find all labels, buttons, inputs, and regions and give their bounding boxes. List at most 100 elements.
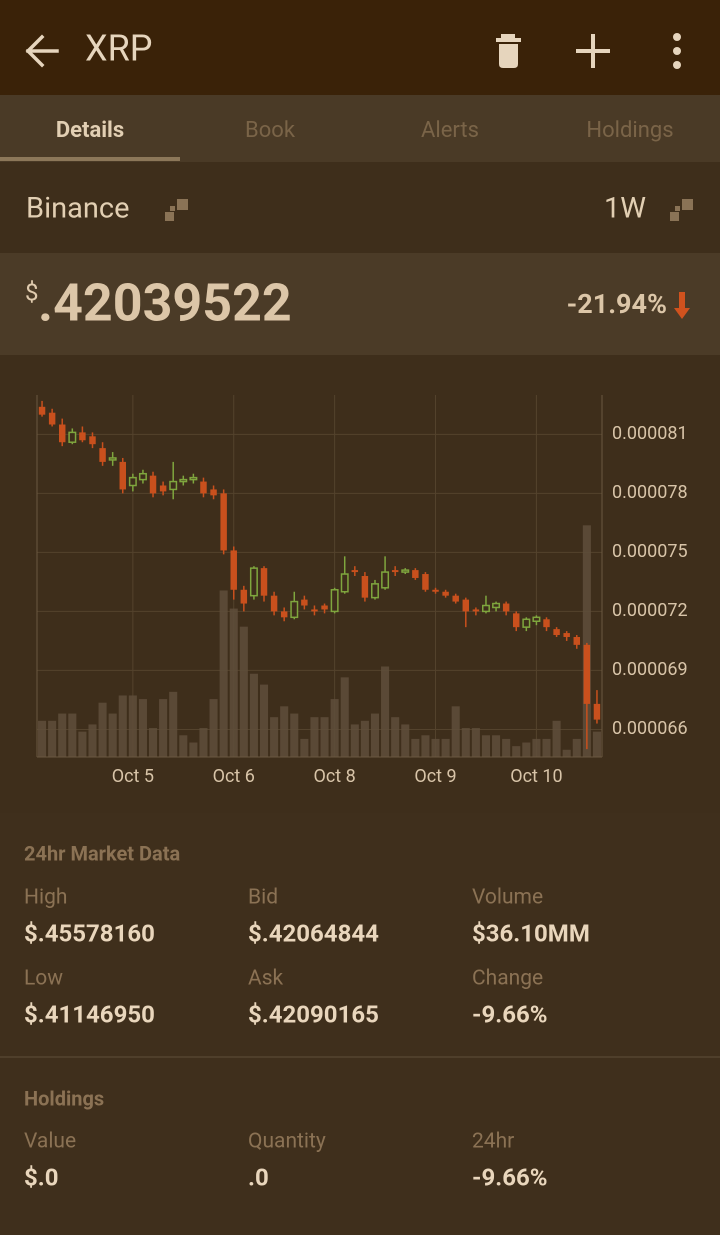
- candle-body: [270, 595, 278, 612]
- candle-body: [412, 570, 419, 578]
- volume-bar: [421, 735, 430, 757]
- volume-bar: [78, 731, 87, 757]
- candle-body: [583, 644, 591, 704]
- candle-body: [68, 431, 77, 443]
- info-panel: [0, 813, 720, 1235]
- candle-body: [280, 611, 288, 618]
- exchange-name[interactable]: Binance: [26, 192, 129, 226]
- volume-bar: [340, 677, 349, 757]
- volume-bar: [502, 738, 511, 757]
- candle-body: [593, 703, 601, 720]
- volume-bar: [411, 738, 420, 757]
- volume-bar: [512, 746, 521, 757]
- x-tick-label: Oct 6: [213, 766, 255, 787]
- candle-body: [513, 613, 520, 628]
- volume-bar: [542, 738, 551, 757]
- volume-bar: [239, 626, 248, 757]
- y-tick-label: 0.000069: [612, 659, 688, 680]
- candle-body: [240, 589, 248, 604]
- volume-bar: [310, 717, 319, 757]
- period[interactable]: 1W: [604, 192, 646, 226]
- x-tick-label: Oct 5: [112, 766, 154, 787]
- candle-body: [492, 602, 501, 609]
- stat-label: Volume: [472, 886, 543, 910]
- period-expand-icon[interactable]: [670, 199, 693, 221]
- candle-body: [108, 457, 117, 461]
- stat-value: $.0: [24, 1163, 59, 1191]
- volume-bar: [492, 735, 501, 757]
- stat-value: -9.66%: [472, 1163, 547, 1191]
- stat-label: 24hr: [472, 1130, 514, 1154]
- price-row: [0, 253, 720, 355]
- candle-body: [452, 595, 459, 602]
- volume-bar: [38, 720, 47, 757]
- exchange-row: [0, 162, 720, 253]
- volume-bar: [381, 666, 390, 757]
- candle-body: [58, 424, 66, 443]
- tab[interactable]: Details: [56, 118, 124, 143]
- y-tick-label: 0.000072: [612, 600, 688, 621]
- section-title: Holdings: [24, 1086, 104, 1110]
- y-tick-label: 0.000066: [612, 718, 688, 739]
- volume-bar: [451, 706, 460, 757]
- volume-bar: [562, 749, 571, 757]
- price: .42039522: [38, 273, 292, 334]
- stat-value: $.41146950: [24, 1000, 155, 1028]
- app-bar: [0, 0, 720, 95]
- volume-bar: [582, 525, 591, 757]
- volume-bar: [68, 713, 77, 757]
- volume-bar: [128, 695, 137, 757]
- candle-body: [119, 461, 126, 490]
- volume-bar: [88, 724, 97, 757]
- volume-bar: [471, 728, 480, 757]
- candle-body: [189, 476, 198, 481]
- candle-body: [361, 576, 369, 598]
- candle-body: [311, 609, 318, 612]
- volume-bar: [209, 699, 218, 757]
- candle-body: [553, 629, 560, 636]
- candle-body: [563, 633, 570, 637]
- tab[interactable]: Book: [245, 118, 296, 143]
- stat-label: High: [24, 886, 67, 910]
- candle-body: [260, 568, 268, 596]
- candle-body: [401, 569, 410, 573]
- volume-bar: [441, 738, 450, 757]
- candle-body: [330, 589, 339, 613]
- tab[interactable]: Alerts: [421, 118, 479, 143]
- candle-body: [179, 478, 188, 483]
- volume-bar: [98, 702, 107, 757]
- volume-bar: [320, 717, 329, 757]
- down-arrow: [674, 292, 690, 319]
- candle-body: [149, 475, 157, 494]
- candle-body: [89, 436, 96, 445]
- volume-bar: [290, 713, 299, 757]
- volume-bar: [360, 720, 369, 757]
- candle-body: [391, 570, 399, 573]
- candle-body: [481, 604, 490, 613]
- candle-body: [381, 571, 390, 589]
- menu-button[interactable]: [673, 33, 681, 69]
- add-button[interactable]: [576, 34, 610, 68]
- stat-value: $.45578160: [24, 919, 155, 947]
- volume-bar: [219, 590, 228, 757]
- candle-body: [321, 605, 328, 610]
- volume-bar: [370, 713, 380, 757]
- candle-body: [432, 589, 439, 592]
- volume-bar: [189, 742, 198, 757]
- stat-label: Low: [24, 967, 63, 991]
- delete-button[interactable]: [496, 34, 521, 68]
- tab[interactable]: Holdings: [586, 118, 673, 143]
- candle-body: [543, 619, 550, 628]
- candle-body: [99, 448, 106, 462]
- exchange-expand-icon[interactable]: [165, 199, 188, 221]
- back-button[interactable]: [25, 34, 59, 68]
- stat-value: .0: [248, 1163, 269, 1191]
- volume-bar: [118, 695, 127, 757]
- volume-bar: [522, 742, 531, 757]
- app-title: XRP: [85, 28, 152, 70]
- candle-body: [371, 583, 379, 599]
- volume-bar: [532, 738, 541, 757]
- volume-bar: [592, 731, 601, 757]
